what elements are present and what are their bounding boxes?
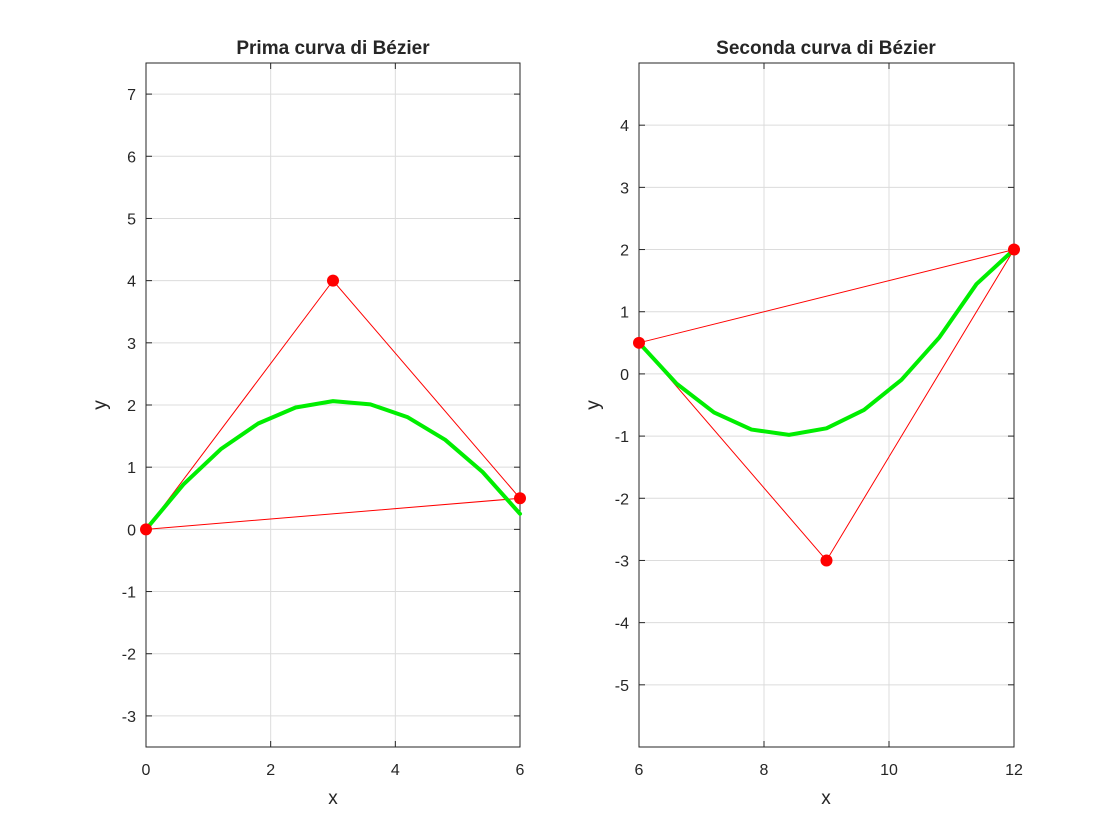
y-tick-label: 5 <box>127 211 136 228</box>
control-polygon-line <box>145 279 522 530</box>
control-point-marker <box>140 523 152 536</box>
plot-area: 0 2 4 6 -3 -2 -1 0 1 2 3 4 5 6 7 <box>122 62 526 779</box>
bezier-curve-line <box>144 399 522 532</box>
axes-box <box>638 62 1015 748</box>
y-tick-label: 7 <box>127 87 136 104</box>
chart-title: Prima curva di Bézier <box>236 38 430 59</box>
x-tick-label: 6 <box>635 762 644 779</box>
y-tick-label: 1 <box>620 305 629 322</box>
y-tick-label: 2 <box>620 243 629 260</box>
y-tick-label: 3 <box>620 180 629 197</box>
x-tick-label: 0 <box>142 762 151 779</box>
y-tick-label: 0 <box>620 367 629 384</box>
y-tick-label: 4 <box>620 118 629 135</box>
control-point-marker <box>327 274 339 287</box>
x-axis-label: x <box>328 788 338 809</box>
y-tick-label: -4 <box>615 616 629 633</box>
y-axis-label: y <box>583 400 604 410</box>
y-tick-label: 0 <box>127 522 136 539</box>
y-tick-label: -2 <box>122 647 136 664</box>
x-tick-label: 2 <box>266 762 275 779</box>
y-axis-label: y <box>90 400 111 410</box>
y-tick-label: -1 <box>122 585 136 602</box>
y-tick-label: -2 <box>615 491 629 508</box>
control-point-marker <box>633 336 645 349</box>
bezier-curve-line <box>637 247 1016 437</box>
control-point-marker <box>1008 243 1020 256</box>
x-tick-label: 8 <box>760 762 769 779</box>
y-tick-label: -3 <box>615 553 629 570</box>
control-point-marker <box>820 554 833 567</box>
control-point-marker <box>514 492 526 505</box>
y-tick-label: 6 <box>127 149 136 166</box>
y-tick-label: -3 <box>122 709 136 726</box>
y-tick-label: 1 <box>127 460 136 477</box>
y-tick-label: 2 <box>127 398 136 415</box>
control-polygon-line <box>638 248 1016 562</box>
x-tick-label: 4 <box>391 762 400 779</box>
y-tick-label: -1 <box>615 429 629 446</box>
x-axis-label: x <box>821 788 831 809</box>
y-tick-label: 3 <box>127 336 136 353</box>
x-tick-label: 10 <box>880 762 898 779</box>
y-tick-label: -5 <box>615 678 629 695</box>
x-tick-label: 12 <box>1005 762 1023 779</box>
y-tick-label: 4 <box>127 274 136 291</box>
chart-title: Seconda curva di Bézier <box>716 38 936 59</box>
x-tick-label: 6 <box>516 762 525 779</box>
